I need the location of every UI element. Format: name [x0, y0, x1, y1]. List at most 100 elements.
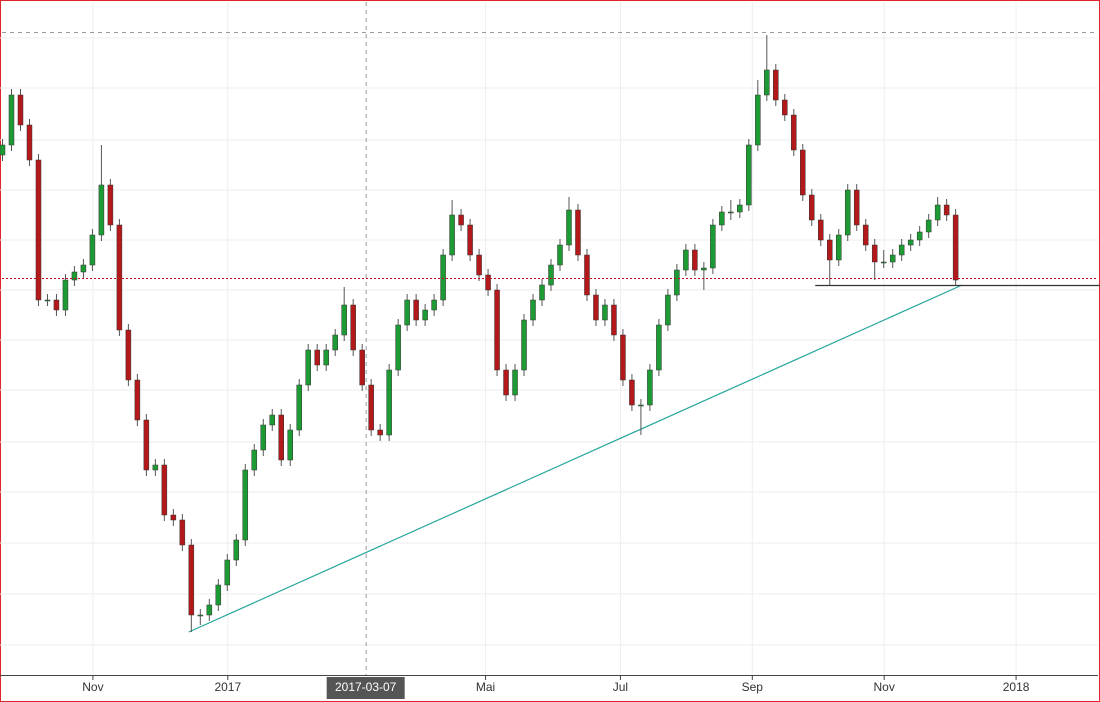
candle-body	[719, 211, 725, 226]
candle-body	[35, 159, 42, 301]
candle-body	[728, 211, 734, 214]
candle-body	[341, 304, 347, 336]
candle-body	[80, 264, 87, 273]
candle-body	[305, 349, 311, 386]
candle-body	[844, 189, 851, 236]
candle-body	[746, 144, 752, 206]
trendline	[188, 284, 963, 633]
candle-body	[278, 414, 284, 461]
x-tick-label: 2018	[1003, 680, 1030, 694]
candle-body	[800, 149, 806, 196]
candle-body	[0, 144, 6, 156]
candle-body	[440, 254, 446, 301]
candle-body	[197, 614, 204, 617]
candle-body	[89, 234, 96, 266]
candle-body	[665, 294, 671, 326]
candle-body	[934, 204, 941, 221]
candle-body	[53, 299, 60, 311]
candle-body	[701, 267, 707, 271]
candle-body	[530, 299, 536, 321]
candle-body	[350, 304, 356, 351]
candle-body	[233, 539, 240, 561]
candle-body	[224, 559, 231, 586]
candle-body	[620, 334, 626, 381]
candle-body	[952, 214, 959, 281]
candle-body	[71, 271, 78, 281]
candle-body	[737, 204, 743, 213]
candles	[0, 35, 959, 632]
candle-body	[773, 69, 779, 101]
candle-body	[862, 224, 869, 246]
x-tick-label: Jul	[613, 680, 628, 694]
candle-body	[143, 419, 150, 471]
candle-body	[242, 469, 249, 541]
candle-body	[458, 214, 464, 226]
candle-body	[853, 189, 860, 226]
candle-body	[764, 69, 770, 96]
crosshair-label-box	[326, 677, 405, 699]
candle-body	[898, 244, 905, 256]
candle-body	[710, 224, 716, 269]
candle-body	[98, 184, 105, 236]
candle-body	[395, 324, 401, 371]
candle-body	[943, 204, 950, 216]
candle-body	[107, 184, 114, 226]
candle-body	[323, 349, 329, 366]
candle-body	[916, 231, 923, 241]
candle-body	[287, 429, 293, 461]
candle-body	[548, 264, 554, 286]
candle-body	[593, 294, 599, 321]
candle-body	[8, 94, 15, 146]
candle-body	[575, 209, 581, 256]
candle-body	[125, 329, 132, 381]
candle-body	[170, 514, 177, 521]
candle-body	[188, 544, 195, 616]
candle-body	[413, 299, 419, 321]
candle-body	[206, 604, 213, 616]
x-tick-label: Nov	[82, 680, 103, 694]
candle-body	[925, 219, 932, 233]
candle-body	[476, 254, 482, 276]
candle-body	[359, 349, 365, 386]
candle-body	[674, 269, 680, 296]
candle-body	[512, 369, 518, 396]
candle-body	[368, 384, 374, 431]
candle-body	[692, 249, 698, 271]
candle-body	[467, 224, 473, 256]
candle-body	[44, 299, 51, 302]
candle-body	[314, 349, 320, 366]
candle-body	[539, 284, 545, 301]
x-tick-label: Nov	[874, 680, 895, 694]
candle-body	[296, 384, 302, 431]
candle-body	[755, 94, 761, 146]
candle-body	[116, 224, 123, 331]
candle-body	[260, 424, 267, 451]
candle-body	[584, 254, 590, 296]
candle-body	[566, 209, 572, 246]
x-tick-label: Mai	[476, 680, 495, 694]
candle-body	[485, 274, 491, 291]
candle-body	[907, 239, 914, 246]
candle-body	[791, 114, 797, 151]
candle-body	[494, 289, 500, 371]
candle-body	[889, 254, 896, 263]
candle-body	[638, 404, 644, 407]
candle-body	[161, 464, 168, 516]
candle-body	[683, 249, 689, 271]
candle-body	[647, 369, 653, 406]
candle-body	[782, 99, 788, 116]
candle-body	[134, 379, 141, 421]
x-tick-label: 2017	[214, 680, 241, 694]
candle-body	[557, 244, 563, 266]
candle-body	[818, 219, 824, 241]
candle-body	[17, 94, 24, 126]
candle-body	[215, 584, 222, 606]
candle-body	[656, 324, 662, 371]
candle-body	[152, 464, 159, 471]
candle-body	[179, 519, 186, 546]
candle-body	[521, 319, 527, 371]
candle-body	[826, 239, 833, 261]
candle-body	[422, 309, 428, 321]
